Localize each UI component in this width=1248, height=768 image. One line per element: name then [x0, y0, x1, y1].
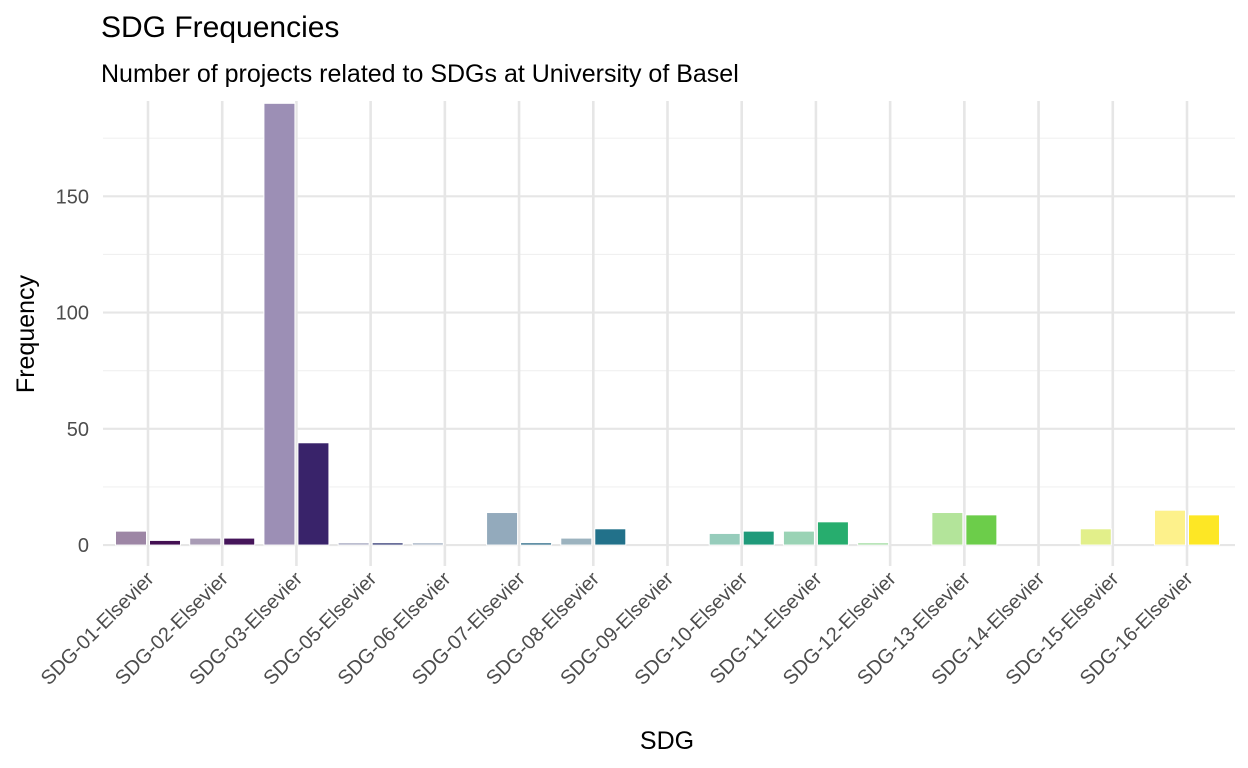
bar	[1079, 528, 1112, 546]
bars	[115, 102, 1220, 546]
bar	[560, 537, 593, 546]
bar	[371, 542, 404, 546]
bar	[782, 530, 815, 546]
bar	[594, 528, 627, 546]
x-axis-title: SDG	[640, 727, 694, 755]
chart-title: SDG Frequencies	[101, 11, 340, 44]
bar	[263, 102, 296, 546]
bar	[486, 512, 519, 546]
bar	[337, 542, 370, 546]
bar	[149, 539, 181, 546]
bar	[1188, 514, 1220, 546]
bar	[520, 542, 553, 546]
bar	[931, 512, 964, 546]
bar	[115, 530, 147, 546]
bar	[411, 542, 444, 546]
y-axis-ticks: 0 50 100 150	[56, 186, 89, 557]
y-tick-label: 150	[56, 186, 89, 208]
bar	[1154, 509, 1186, 546]
y-tick-label: 50	[67, 419, 89, 441]
bar	[965, 514, 998, 546]
bar	[223, 537, 256, 546]
bar	[297, 442, 330, 546]
bar	[742, 530, 775, 546]
y-tick-label: 100	[56, 303, 89, 325]
bar	[857, 542, 890, 546]
bar	[708, 532, 741, 546]
x-axis-ticks: SDG-01-ElsevierSDG-02-ElsevierSDG-03-Els…	[37, 568, 1198, 690]
bar	[816, 521, 849, 546]
chart-subtitle: Number of projects related to SDGs at Un…	[101, 60, 739, 88]
bar	[189, 537, 222, 546]
y-tick-label: 0	[78, 535, 89, 557]
y-axis-title: Frequency	[12, 274, 40, 393]
